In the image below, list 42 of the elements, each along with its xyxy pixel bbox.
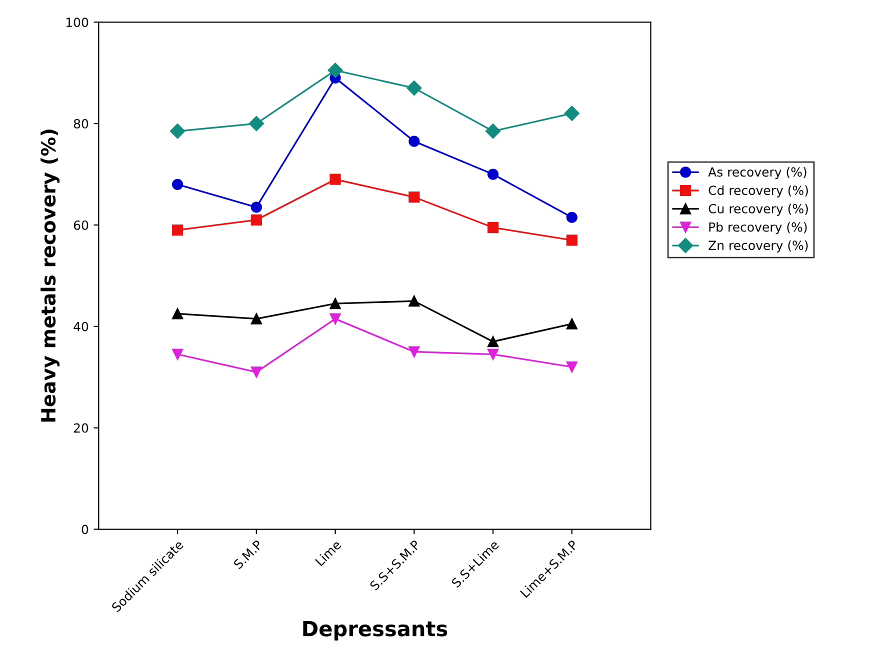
point: [172, 178, 184, 190]
point: [487, 168, 499, 180]
point: [250, 202, 262, 213]
point: [406, 80, 422, 96]
point: [487, 348, 499, 360]
y-axis-title: Heavy metals recovery (%): [40, 130, 60, 422]
point: [250, 313, 262, 324]
y-tick-label: 100: [66, 18, 88, 28]
point: [172, 224, 184, 236]
point: [487, 222, 499, 234]
x-axis-title: Depressants: [303, 620, 448, 641]
point: [485, 124, 501, 139]
point: [330, 313, 341, 324]
legend-label: Cu recovery (%): [708, 204, 808, 216]
legend-label: Zn recovery (%): [708, 240, 808, 253]
point: [172, 308, 184, 320]
point: [408, 296, 420, 307]
y-tick-label: 40: [74, 322, 88, 332]
point: [248, 116, 264, 132]
point: [408, 346, 420, 358]
point: [564, 106, 580, 121]
point: [330, 298, 341, 310]
point: [330, 174, 341, 185]
point: [487, 336, 499, 348]
point: [566, 234, 578, 246]
point: [566, 318, 578, 330]
y-tick-label: 20: [74, 423, 88, 433]
point: [250, 214, 262, 226]
y-tick-label: 60: [74, 220, 88, 230]
point: [566, 361, 578, 373]
point: [328, 62, 343, 78]
point: [408, 192, 420, 203]
point: [408, 136, 420, 147]
legend-label: Pb recovery (%): [709, 222, 807, 234]
y-tick-label: 80: [74, 119, 88, 128]
point: [566, 212, 578, 223]
legend-label: Cd recovery (%): [708, 185, 808, 198]
point: [172, 348, 184, 360]
legend-label: As recovery (%): [708, 167, 806, 180]
point: [170, 124, 186, 139]
y-tick-label: 0: [82, 524, 88, 534]
point: [250, 366, 262, 378]
